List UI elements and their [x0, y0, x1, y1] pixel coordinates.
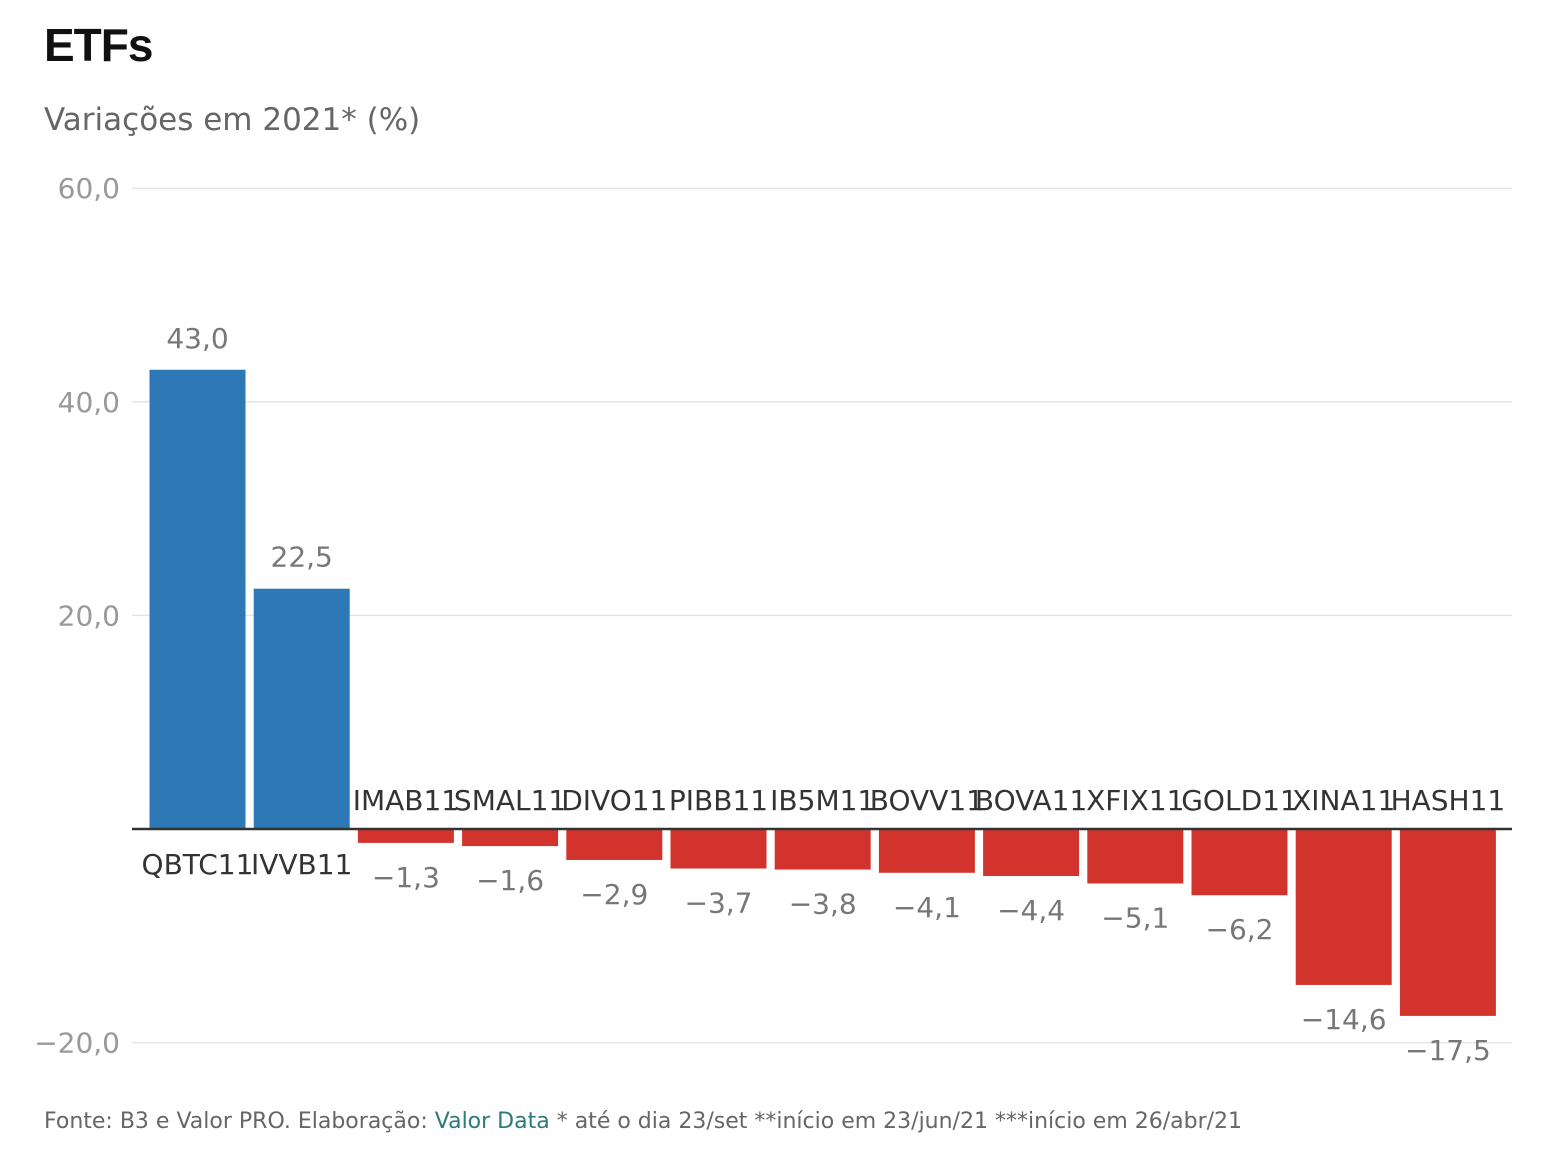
source-footer: Fonte: B3 e Valor PRO. Elaboração: Valor…	[44, 1109, 1242, 1134]
category-label: XINA11	[1292, 784, 1395, 817]
value-label: −2,9	[580, 878, 648, 911]
bar-chart: 60,0 40,0 20,0 −20,0 43,0 QBTC11 22,5 IVVB11 −1,…	[34, 172, 1512, 1067]
value-label: 43,0	[166, 322, 228, 355]
value-label: −17,5	[1405, 1034, 1491, 1067]
category-label: HASH11	[1391, 784, 1506, 817]
bar-XFIX11	[1087, 829, 1184, 884]
bar-IMAB11	[357, 829, 454, 843]
category-label: BOVA11	[975, 784, 1087, 817]
bar-BOVA11	[983, 829, 1080, 876]
bar-SMAL11	[462, 829, 559, 847]
chart-subtitle: Variações em 2021* (%)	[44, 102, 421, 138]
source-link[interactable]: Valor Data	[434, 1109, 550, 1134]
category-label: GOLD11	[1181, 784, 1298, 817]
category-label: BOVV11	[870, 784, 984, 817]
value-label: −3,8	[789, 888, 857, 921]
bar-QBTC11	[149, 369, 246, 829]
value-label: −1,3	[372, 861, 440, 894]
value-label: −6,2	[1206, 913, 1274, 946]
bars	[149, 369, 1496, 1016]
y-tick-label: 20,0	[58, 599, 120, 632]
category-label: IVVB11	[251, 848, 352, 881]
bar-PIBB11	[670, 829, 767, 869]
y-tick-label: 60,0	[58, 172, 120, 205]
value-label: −5,1	[1101, 901, 1169, 934]
value-label: −1,6	[476, 864, 544, 897]
y-tick-label: 40,0	[58, 386, 120, 419]
category-label: IB5M11	[770, 784, 875, 817]
value-label: −4,1	[893, 891, 961, 924]
bar-IB5M11	[774, 829, 871, 870]
bar-DIVO11	[566, 829, 663, 860]
y-tick-label: −20,0	[34, 1027, 120, 1060]
source-text: Fonte: B3 e Valor PRO. Elaboração:	[44, 1109, 435, 1134]
category-label: QBTC11	[142, 848, 254, 881]
value-label: −14,6	[1301, 1003, 1387, 1036]
footnotes: * até o dia 23/set **início em 23/jun/21…	[549, 1109, 1243, 1134]
category-label: XFIX11	[1086, 784, 1184, 817]
value-label: −4,4	[997, 894, 1065, 927]
category-label: DIVO11	[561, 784, 667, 817]
value-label: 22,5	[271, 541, 333, 574]
bar-IVVB11	[253, 588, 350, 829]
category-label: SMAL11	[454, 784, 566, 817]
bar-GOLD11	[1191, 829, 1288, 896]
bar-HASH11	[1399, 829, 1496, 1016]
category-label: PIBB11	[669, 784, 768, 817]
bar-XINA11	[1295, 829, 1392, 985]
labels: 60,0 40,0 20,0 −20,0 43,0 QBTC11 22,5 IVVB11 −1,…	[34, 172, 1505, 1067]
gridlines	[132, 187, 1512, 1044]
value-label: −3,7	[685, 887, 753, 920]
category-label: IMAB11	[353, 784, 459, 817]
chart-title: ETFs	[44, 19, 153, 71]
bar-BOVV11	[878, 829, 975, 873]
